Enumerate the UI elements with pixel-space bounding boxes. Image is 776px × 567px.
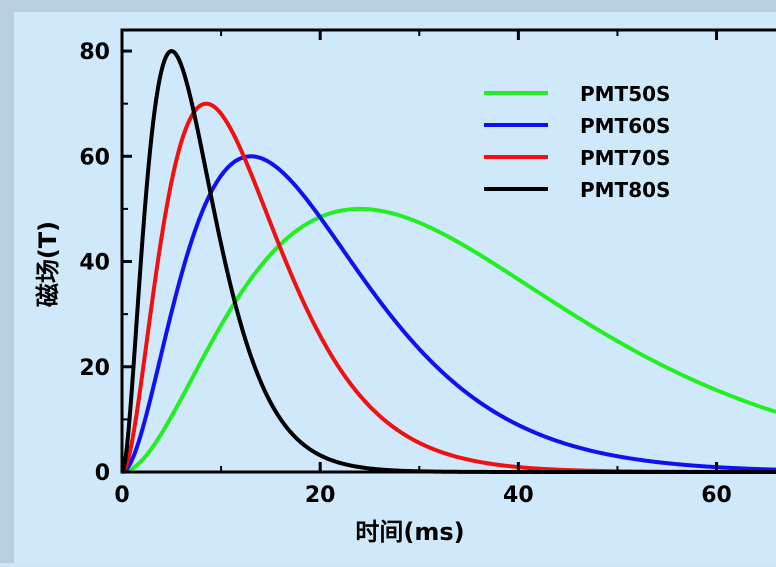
y-tick-label: 80 [79,40,110,65]
series-layer [120,49,776,474]
plot-area: 0 20 40 60 80 0 20 40 60 [79,28,776,508]
legend: PMT50S PMT60S PMT70S PMT80S [484,82,670,202]
series-line-pmt60s [121,154,776,474]
y-tick-label: 0 [95,461,110,486]
x-tick-label: 40 [503,483,534,508]
ticks-layer: 0 20 40 60 80 0 20 40 60 [79,30,732,508]
y-tick-label: 60 [79,145,110,170]
legend-label-pmt80s: PMT80S [580,178,670,202]
x-axis-label: 时间(ms) [355,518,464,546]
left-band [0,0,14,563]
y-tick-label: 20 [79,356,110,381]
x-tick-label: 0 [114,483,129,508]
x-tick-label: 60 [701,483,732,508]
y-tick-label: 40 [79,251,110,276]
y-axis-label: 磁场(T) [34,221,62,307]
series-line-pmt50s [121,206,776,474]
top-band [0,0,776,12]
legend-label-pmt50s: PMT50S [580,82,670,106]
legend-label-pmt60s: PMT60S [580,114,670,138]
x-tick-label: 20 [305,483,336,508]
series-line-pmt80s [120,49,776,474]
legend-label-pmt70s: PMT70S [580,146,670,170]
